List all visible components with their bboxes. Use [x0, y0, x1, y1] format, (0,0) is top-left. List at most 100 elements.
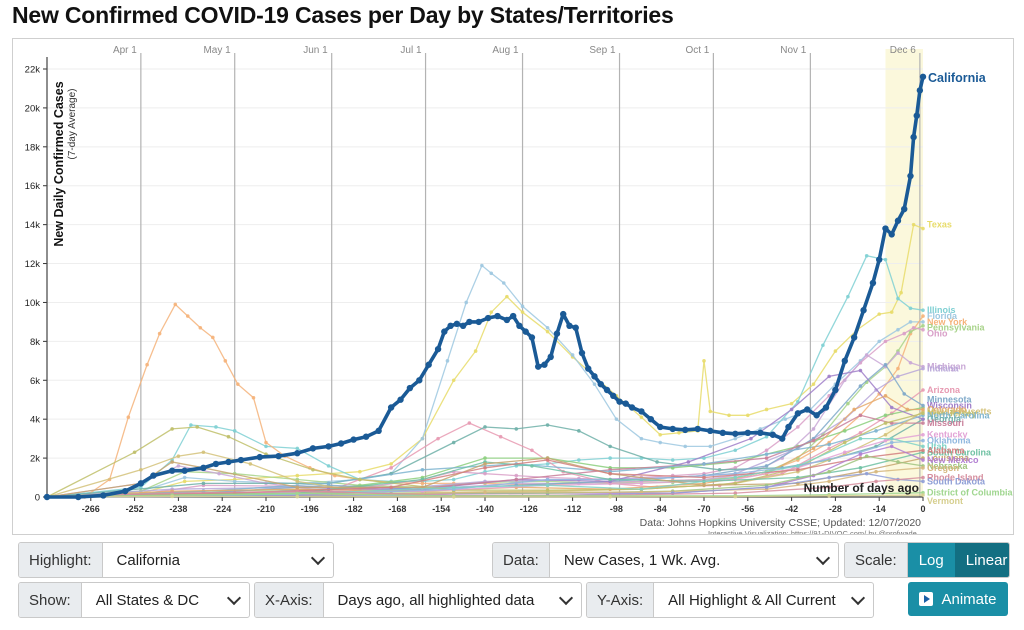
y-tick-label: 14k	[25, 220, 41, 231]
show-select[interactable]: All States & DC	[82, 583, 249, 617]
xaxis-select[interactable]: Days ago, all highlighted data	[324, 583, 581, 617]
end-label: Louisiana	[927, 453, 970, 463]
series-point	[545, 423, 550, 427]
series-point	[858, 469, 863, 474]
y-tick-label: 0	[35, 493, 40, 504]
highlight-value: California	[116, 551, 180, 569]
series-point	[858, 384, 863, 388]
x-tick-label: -154	[432, 504, 450, 514]
end-label: North Carolina	[927, 410, 990, 420]
highlight-point	[560, 310, 567, 318]
series-point	[889, 310, 894, 314]
series-point	[858, 436, 863, 441]
month-marker-label: Jun 1	[303, 45, 328, 56]
series-point	[176, 464, 181, 468]
chevron-down-icon	[815, 550, 831, 565]
series-point	[896, 374, 900, 379]
series-point	[232, 479, 237, 484]
highlight-point	[294, 450, 301, 457]
highlight-point	[566, 322, 573, 329]
series-point	[764, 407, 769, 412]
series-point	[908, 320, 913, 324]
series-point	[877, 339, 881, 344]
yaxis-select[interactable]: All Highlight & All Current	[654, 583, 873, 617]
series-line-alabama	[46, 449, 924, 498]
series-point	[326, 481, 331, 486]
series-point	[827, 374, 831, 379]
highlight-point	[325, 443, 332, 450]
end-label: Wisconsin	[927, 401, 972, 411]
series-point	[883, 421, 888, 425]
highlight-point	[256, 453, 263, 461]
series-point	[436, 436, 440, 441]
series-point	[921, 407, 925, 412]
end-label: Indiana	[927, 364, 959, 374]
series-point	[201, 450, 206, 455]
series-point	[708, 409, 713, 414]
series-point	[764, 485, 769, 490]
series-point	[608, 471, 612, 476]
series-point	[145, 362, 149, 367]
month-marker-label: Oct 1	[685, 45, 709, 56]
series-point	[733, 448, 738, 453]
end-label: Georgia	[927, 414, 962, 424]
highlight-point	[547, 353, 554, 361]
highlight-point	[850, 334, 858, 341]
end-label: Nebraska	[927, 461, 969, 471]
series-point	[702, 462, 706, 466]
y-tick-label: 6k	[30, 376, 40, 387]
scale-linear-button[interactable]: Linear	[954, 543, 1009, 577]
credit-note: Interactive Visualization: https://91-DI…	[708, 529, 922, 534]
highlight-point	[876, 256, 883, 263]
highlight-point	[447, 322, 454, 329]
end-label: Rhode Island	[927, 473, 984, 483]
series-point	[570, 353, 575, 357]
series-point	[295, 485, 300, 490]
scale-log-button[interactable]: Log	[907, 543, 955, 577]
series-point	[733, 491, 738, 495]
series-point	[921, 411, 925, 416]
series-point	[896, 296, 900, 301]
series-point	[389, 485, 393, 490]
end-label: New Mexico	[927, 455, 979, 465]
series-point	[733, 436, 738, 441]
series-line-utah	[46, 437, 924, 498]
series-point	[921, 314, 925, 318]
series-point	[921, 466, 925, 470]
series-point	[211, 335, 215, 340]
end-label: Oklahoma	[927, 436, 972, 446]
x-tick-label: -56	[741, 504, 754, 514]
series-point	[811, 382, 816, 386]
highlight-point	[757, 429, 764, 436]
series-point	[746, 413, 750, 418]
series-point	[295, 479, 300, 484]
series-point	[451, 440, 456, 445]
highlight-select[interactable]: California	[103, 543, 333, 577]
end-label: South Carolina	[927, 447, 992, 457]
series-point	[921, 417, 925, 421]
highlight-point	[719, 429, 726, 436]
highlight-point	[528, 334, 536, 341]
series-point	[185, 314, 190, 318]
series-point	[451, 485, 456, 490]
highlight-point	[707, 427, 714, 435]
month-marker-label: Jul 1	[400, 45, 422, 56]
series-point	[864, 471, 869, 476]
highlight-point	[785, 423, 792, 431]
data-select[interactable]: New Cases, 1 Wk. Avg.	[550, 543, 838, 577]
series-point	[545, 325, 550, 330]
highlight-point	[375, 427, 382, 435]
animate-button[interactable]: Animate	[908, 582, 1008, 616]
y-tick-label: 8k	[30, 337, 40, 348]
end-label: Minnesota	[927, 395, 972, 405]
series-line-district-of-columbia	[46, 492, 924, 498]
month-marker-label: Sep 1	[589, 45, 616, 56]
highlight-point	[475, 318, 482, 326]
series-point	[858, 452, 863, 457]
highlight-point	[43, 493, 51, 501]
series-point	[852, 407, 856, 412]
highlight-point	[350, 436, 357, 443]
series-point	[842, 450, 847, 455]
series-point	[445, 359, 450, 363]
series-point	[883, 257, 888, 262]
